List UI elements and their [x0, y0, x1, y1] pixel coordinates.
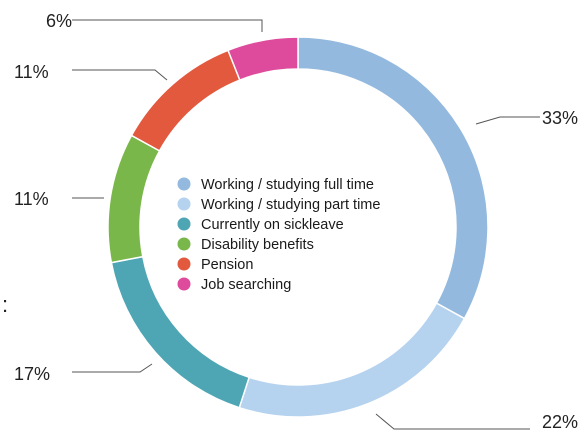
pct-label-job-searching: 6% — [46, 11, 72, 31]
pct-label-working-studying-full-time: 33% — [542, 108, 578, 128]
slice-working-studying-part-time — [238, 302, 466, 418]
edge-colon-text: : — [2, 292, 9, 317]
pct-label-currently-on-sickleave: 17% — [14, 364, 50, 384]
legend-swatch-job-searching — [177, 277, 191, 291]
slice-pension — [130, 49, 241, 152]
leader-line-working-studying-full-time — [475, 116, 540, 125]
legend-label-working-studying-full-time: Working / studying full time — [201, 177, 374, 193]
pct-label-working-studying-part-time: 22% — [542, 412, 578, 432]
leader-line-currently-on-sickleave — [72, 363, 153, 373]
donut-slices — [107, 36, 489, 418]
legend-swatch-pension — [177, 257, 191, 271]
legend-swatch-currently-on-sickleave — [177, 217, 191, 231]
leader-line-working-studying-part-time — [375, 413, 530, 430]
slice-disability-benefits — [107, 134, 161, 264]
legend-swatch-working-studying-full-time — [177, 177, 191, 191]
legend-label-job-searching: Job searching — [201, 277, 291, 293]
pct-label-pension: 11% — [14, 62, 49, 82]
slice-job-searching — [227, 36, 299, 82]
pct-label-disability-benefits: 11% — [14, 189, 49, 209]
legend-swatch-disability-benefits — [177, 237, 191, 251]
legend: Working / studying full time Working / st… — [177, 177, 380, 293]
leader-line-job-searching — [72, 19, 263, 32]
leader-lines — [72, 19, 540, 430]
legend-label-disability-benefits: Disability benefits — [201, 237, 314, 253]
leader-line-pension — [72, 69, 168, 81]
legend-label-currently-on-sickleave: Currently on sickleave — [201, 217, 344, 233]
legend-swatch-working-studying-part-time — [177, 197, 191, 211]
percentage-labels: 33% 22% 17% 11% 11% 6% — [14, 11, 578, 432]
legend-label-pension: Pension — [201, 257, 253, 273]
legend-label-working-studying-part-time: Working / studying part time — [201, 197, 380, 213]
